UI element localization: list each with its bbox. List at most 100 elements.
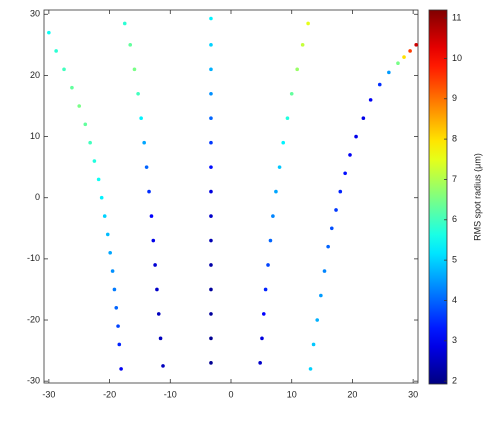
point (83, 122, 88, 127)
point (209, 140, 213, 145)
colorbar-tick-label: 10 (452, 53, 462, 63)
point (116, 324, 120, 328)
point (70, 85, 74, 90)
point (277, 165, 282, 169)
point (274, 189, 278, 194)
point (334, 208, 338, 212)
point (156, 312, 161, 316)
point (128, 43, 133, 47)
x-tick-label: -10 (164, 389, 177, 399)
point (361, 116, 366, 121)
plot-area (43, 9, 419, 384)
point (96, 177, 101, 182)
colorbar-tick-label: 2 (452, 376, 457, 386)
point (209, 287, 213, 292)
point (54, 49, 58, 53)
colorbar-tick-label: 4 (452, 295, 457, 305)
colorbar-tick-label: 6 (452, 214, 457, 224)
point (209, 189, 213, 194)
y-tick-label: -20 (27, 314, 40, 324)
point (209, 16, 213, 21)
point (322, 269, 327, 273)
point (396, 61, 400, 65)
point (387, 70, 391, 75)
point (209, 238, 213, 243)
point (209, 91, 213, 96)
point (142, 140, 146, 145)
point (308, 367, 313, 371)
point (158, 336, 163, 341)
point (119, 367, 123, 371)
point (263, 287, 268, 292)
point (289, 91, 294, 96)
point (348, 153, 352, 157)
point (99, 195, 104, 200)
colorbar-tick-label: 7 (452, 174, 457, 184)
point (408, 49, 412, 53)
point (153, 263, 157, 267)
point (136, 91, 140, 96)
y-tick-label: 30 (30, 9, 40, 19)
point (209, 312, 213, 316)
point (149, 214, 154, 218)
point (209, 214, 213, 218)
point (295, 67, 299, 72)
point (151, 238, 156, 243)
x-tick-label: -20 (103, 389, 116, 399)
point (209, 361, 213, 365)
point (209, 116, 213, 121)
point (261, 312, 266, 316)
colorbar-tick-label: 11 (452, 12, 461, 22)
point (88, 140, 92, 145)
point (209, 67, 213, 72)
point (77, 104, 82, 108)
point (161, 364, 165, 368)
point (47, 30, 51, 35)
point (108, 250, 112, 255)
point (112, 287, 117, 292)
point (105, 232, 110, 237)
point (326, 244, 330, 249)
point (343, 171, 347, 176)
point (300, 43, 305, 47)
x-tick-label: 0 (228, 389, 233, 399)
point (319, 293, 323, 298)
point (315, 318, 320, 322)
point (266, 263, 270, 267)
point (155, 287, 159, 292)
point (329, 226, 334, 231)
x-tick-label: 10 (287, 389, 297, 399)
point (414, 43, 418, 47)
y-tick-label: 0 (35, 192, 40, 202)
point (92, 159, 97, 163)
x-tick-label: -30 (42, 389, 55, 399)
colorbar-tick-label: 8 (452, 133, 457, 143)
y-tick-label: 20 (30, 70, 40, 80)
y-tick-label: -30 (27, 376, 40, 386)
x-tick-label: 30 (408, 389, 418, 399)
colorbar-tick-label: 5 (452, 255, 457, 265)
point (114, 305, 119, 310)
point (132, 67, 137, 72)
point (110, 269, 115, 273)
point (209, 43, 213, 47)
point (338, 189, 343, 194)
point (281, 140, 286, 145)
point (147, 189, 151, 194)
colorbar-label: RMS spot radius (μm) (472, 153, 482, 241)
point (368, 98, 373, 102)
point (268, 238, 273, 243)
point (377, 82, 382, 87)
point (285, 116, 290, 121)
point (144, 165, 149, 169)
point (102, 214, 107, 218)
colorbar-tick-label: 3 (452, 335, 457, 345)
point (117, 342, 122, 347)
point (260, 336, 264, 341)
colorbar-tick-label: 9 (452, 93, 457, 103)
point (209, 263, 213, 267)
point (306, 21, 310, 26)
point (311, 342, 316, 347)
point (402, 55, 406, 59)
